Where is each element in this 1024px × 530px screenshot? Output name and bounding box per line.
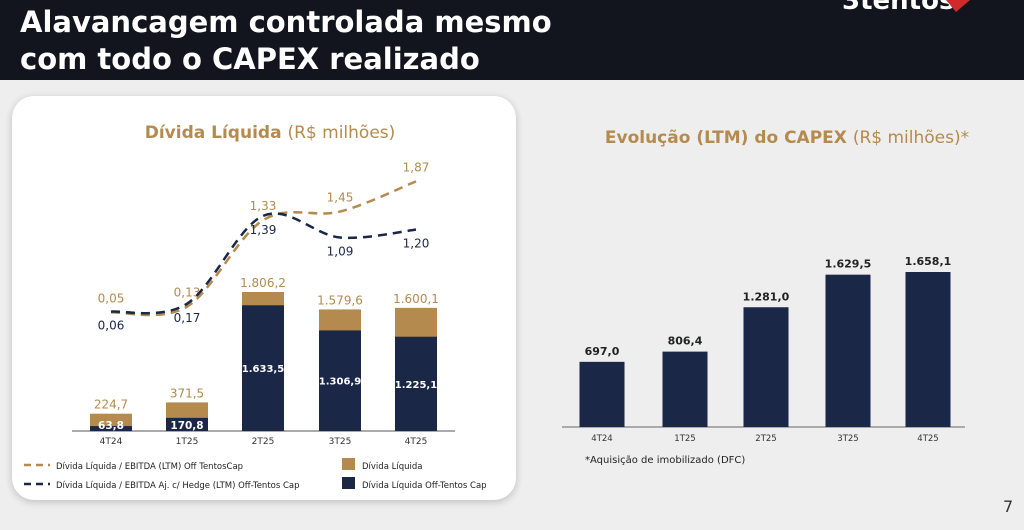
line-label: 1,09 <box>327 245 354 259</box>
bar-capex <box>743 307 789 427</box>
x-tick-label: 2T25 <box>252 437 275 447</box>
line-label: 0,13 <box>174 286 201 300</box>
x-tick-label: 4T25 <box>405 437 428 447</box>
legend-swatch-icon <box>342 477 355 489</box>
label-net-debt: 1.806,2 <box>240 276 286 290</box>
label-net-debt-off-tentos: 1.225,1 <box>395 380 437 391</box>
page-title: Alavancagem controlada mesmo com todo o … <box>20 4 552 78</box>
label-capex: 697,0 <box>585 345 620 358</box>
x-tick-label: 4T24 <box>591 434 612 444</box>
label-net-debt: 224,7 <box>94 398 128 412</box>
logo-mark-icon <box>946 0 970 12</box>
bar-net-debt-off-tentos <box>90 426 132 431</box>
bar-capex <box>905 272 951 427</box>
line-label: 1,87 <box>403 160 430 174</box>
bar-net-debt-off-tentos <box>166 417 208 431</box>
legend-label: Dívida Líquida <box>362 462 422 472</box>
line-label: 0,17 <box>174 311 201 325</box>
capex-chart-title: Evolução (LTM) do CAPEX (R$ milhões)* <box>605 128 969 148</box>
line-label: 0,05 <box>98 291 125 305</box>
label-net-debt: 1.579,6 <box>317 293 363 307</box>
label-capex: 806,4 <box>668 335 703 348</box>
capex-footnote: *Aquisição de imobilizado (DFC) <box>585 455 746 466</box>
label-net-debt-off-tentos: 63,8 <box>98 420 124 432</box>
bar-net-debt-off-tentos <box>319 330 361 431</box>
legend-label: Dívida Líquida / EBITDA (LTM) Off Tentos… <box>56 462 243 472</box>
label-net-debt: 371,5 <box>170 386 204 400</box>
label-net-debt: 1.600,1 <box>393 292 439 306</box>
page-number: 7 <box>1003 497 1014 516</box>
legend-swatch-icon <box>342 458 355 470</box>
label-capex: 1.629,5 <box>825 258 872 271</box>
x-tick-label: 4T24 <box>100 437 123 447</box>
line-label: 1,45 <box>327 191 354 205</box>
line-label: 1,39 <box>250 223 277 237</box>
label-net-debt-off-tentos: 170,8 <box>170 420 203 432</box>
x-tick-label: 2T25 <box>755 434 776 444</box>
label-capex: 1.658,1 <box>905 255 952 268</box>
line-label: 0,06 <box>98 319 125 333</box>
bar-capex <box>662 351 708 427</box>
bar-net-debt-off-tentos <box>395 336 437 431</box>
legend-label: Dívida Líquida Off-Tentos Cap <box>362 481 487 491</box>
x-tick-label: 3T25 <box>837 434 858 444</box>
x-tick-label: 1T25 <box>176 437 199 447</box>
label-capex: 1.281,0 <box>743 290 790 303</box>
bar-capex <box>579 361 625 427</box>
label-net-debt-off-tentos: 1.633,5 <box>242 364 284 375</box>
legend-label: Dívida Líquida / EBITDA Aj. c/ Hedge (LT… <box>56 481 300 491</box>
x-tick-label: 4T25 <box>917 434 938 444</box>
x-tick-label: 3T25 <box>329 437 352 447</box>
line-label: 1,20 <box>403 237 430 251</box>
line-label: 1,33 <box>250 199 277 213</box>
debt-chart-title: Dívida Líquida (R$ milhões) <box>145 123 396 143</box>
bar-net-debt-off-tentos <box>242 305 284 431</box>
bar-capex <box>825 274 871 427</box>
line-ebitda-ratio <box>110 180 417 317</box>
label-net-debt-off-tentos: 1.306,9 <box>319 377 361 388</box>
line-ebitda-hedge-ratio <box>110 212 417 315</box>
x-tick-label: 1T25 <box>674 434 695 444</box>
title-line-1: Alavancagem controlada mesmo <box>20 5 552 39</box>
logo: 3tentos <box>842 0 955 16</box>
header-bar: Alavancagem controlada mesmo com todo o … <box>0 0 1024 80</box>
title-line-2: com todo o CAPEX realizado <box>20 42 480 76</box>
